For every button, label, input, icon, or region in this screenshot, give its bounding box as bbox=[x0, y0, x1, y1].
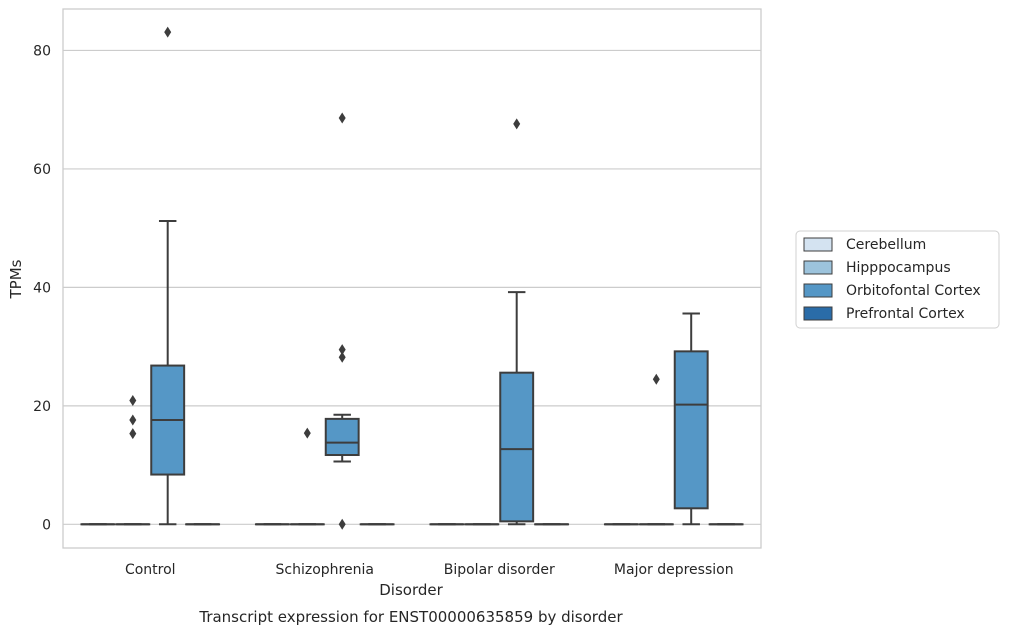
box-hipppocampus bbox=[115, 395, 151, 526]
y-tick-label: 40 bbox=[33, 280, 51, 296]
tick-labels: 0 20 40 60 80 Control Schizophrenia Bipolar dis… bbox=[33, 43, 733, 578]
legend-swatch bbox=[803, 283, 833, 298]
box-series bbox=[80, 26, 744, 530]
legend-entry-label: Prefrontal Cortex bbox=[846, 306, 965, 322]
outlier-point bbox=[164, 26, 172, 38]
outlier-point bbox=[303, 427, 311, 439]
outlier-point bbox=[129, 428, 137, 440]
box-hipppocampus bbox=[289, 427, 325, 526]
y-tick-label: 80 bbox=[33, 43, 51, 59]
legend: Cerebellum Hipppocampus Orbitofontal Corte… bbox=[795, 230, 1000, 329]
legend-entry-label: Cerebellum bbox=[846, 237, 926, 253]
box-orbitofontal-cortex bbox=[150, 26, 186, 526]
plot-area-frame bbox=[62, 8, 762, 549]
box-body bbox=[673, 350, 709, 510]
legend-swatch bbox=[803, 237, 833, 252]
x-tick-label: Major depression bbox=[614, 562, 734, 578]
outlier-point bbox=[652, 373, 660, 385]
x-axis-label: Disorder bbox=[379, 581, 443, 599]
box-orbitofontal-cortex bbox=[499, 118, 535, 526]
box-body bbox=[499, 371, 535, 523]
box-orbitofontal-cortex bbox=[324, 112, 360, 530]
chart-caption: Transcript expression for ENST0000063585… bbox=[198, 608, 623, 626]
x-tick-label: Bipolar disorder bbox=[444, 562, 555, 578]
legend-swatch bbox=[803, 260, 833, 275]
legend-swatch bbox=[803, 306, 833, 321]
y-tick-label: 60 bbox=[33, 162, 51, 178]
legend-entry-label: Orbitofontal Cortex bbox=[846, 283, 981, 299]
box-orbitofontal-cortex bbox=[673, 312, 709, 526]
outlier-point bbox=[129, 395, 137, 407]
x-tick-label: Control bbox=[125, 562, 176, 578]
box-body bbox=[324, 417, 360, 457]
outlier-point bbox=[338, 344, 346, 356]
y-tick-label: 20 bbox=[33, 399, 51, 415]
y-tick-label: 0 bbox=[42, 517, 51, 533]
legend-frame bbox=[795, 230, 1000, 329]
outlier-point bbox=[338, 351, 346, 363]
outlier-point bbox=[513, 118, 521, 130]
legend-entry-label: Hipppocampus bbox=[846, 260, 951, 276]
x-tick-label: Schizophrenia bbox=[276, 562, 374, 578]
y-axis-label: TPMs bbox=[7, 259, 25, 299]
box-hipppocampus bbox=[638, 373, 674, 526]
outlier-point bbox=[129, 414, 137, 426]
outlier-point bbox=[338, 112, 346, 124]
outlier-point bbox=[338, 518, 346, 530]
